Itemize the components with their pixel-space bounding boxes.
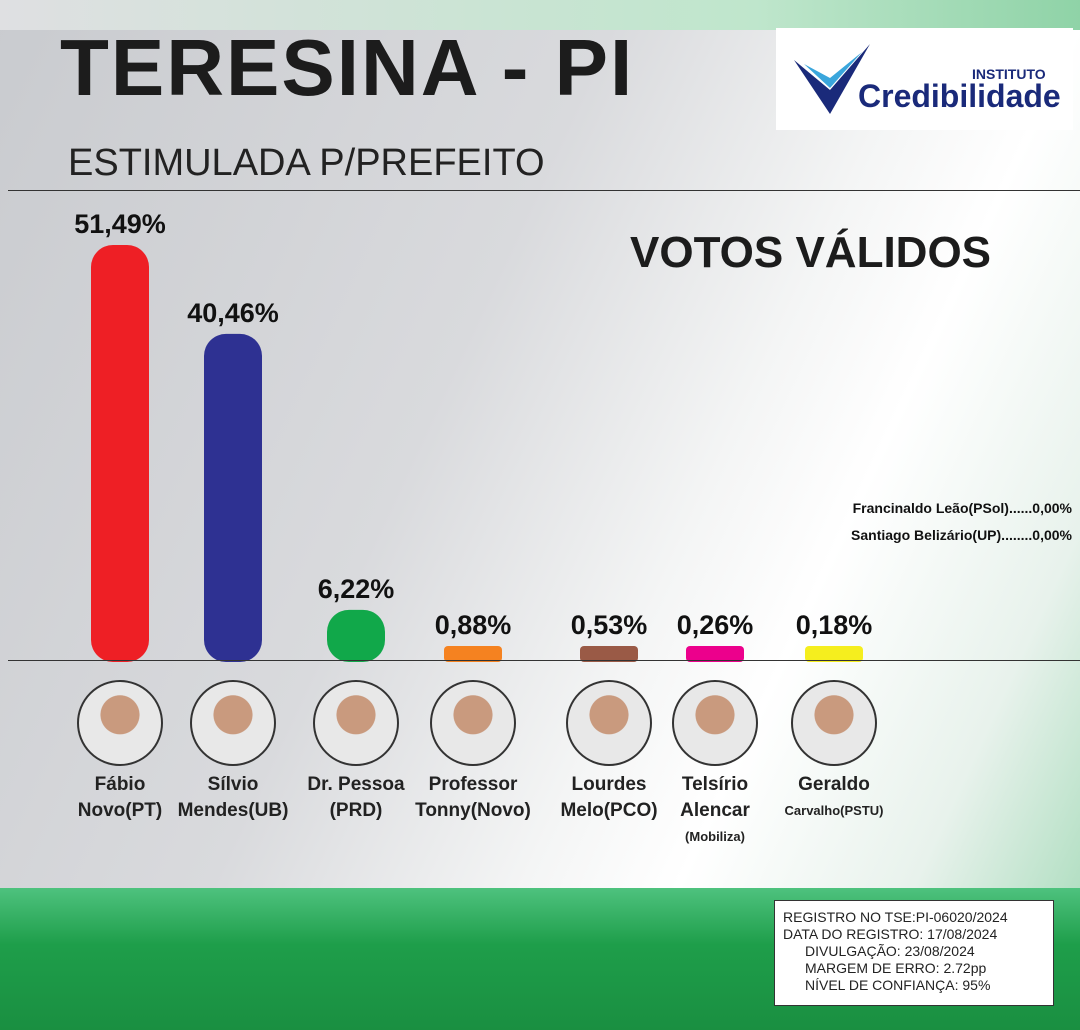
candidate-card: Dr. Pessoa (PRD): [286, 680, 426, 824]
bar-2: [327, 609, 385, 662]
candidate-party: (PRD): [329, 800, 383, 821]
bar-value-label: 0,18%: [796, 610, 873, 640]
bar-value-label: 0,88%: [435, 610, 512, 640]
bar-value-label: 0,26%: [677, 610, 754, 640]
reg-line: DIVULGAÇÃO: 23/08/2024: [805, 943, 975, 959]
candidate-photo: [430, 680, 516, 766]
candidate-name: Sílvio: [207, 774, 259, 795]
logo-instituto: INSTITUTO: [972, 66, 1046, 82]
candidate-photo: [566, 680, 652, 766]
section-label: VOTOS VÁLIDOS: [630, 228, 992, 277]
checkmark-logo-icon: [794, 44, 870, 114]
candidate-card: Sílvio Mendes(UB): [163, 680, 303, 824]
candidate-photo: [190, 680, 276, 766]
candidate-name: Lourdes: [571, 774, 647, 795]
candidate-card: Telsírio Alencar (Mobiliza): [645, 680, 785, 850]
candidate-name: Fábio: [94, 774, 146, 795]
logo-credibilidade: Credibilidade: [858, 78, 1061, 114]
subtitle: ESTIMULADA P/PREFEITO: [68, 142, 545, 184]
bar-3: [444, 646, 502, 662]
candidate-photo: [791, 680, 877, 766]
registration-box: REGISTRO NO TSE:PI-06020/2024 DATA DO RE…: [774, 900, 1054, 1006]
minor-candidate: Santiago Belizário(UP)........0,00%: [851, 527, 1072, 543]
bar-4: [580, 646, 638, 662]
bar-value-label: 40,46%: [187, 298, 279, 328]
bar-6: [805, 646, 863, 662]
chart-baseline: [8, 660, 1080, 661]
candidate-card: Professor Tonny(Novo): [403, 680, 543, 824]
reg-line: DATA DO REGISTRO: 17/08/2024: [783, 926, 998, 942]
bar-value-label: 6,22%: [318, 574, 395, 604]
candidate-party-extra: (Mobiliza): [685, 829, 745, 844]
top-band: [0, 0, 1080, 30]
candidate-name: Dr. Pessoa: [307, 774, 405, 795]
minor-candidate: Francinaldo Leão(PSol)......0,00%: [852, 500, 1072, 516]
candidate-name: Professor: [428, 774, 518, 795]
candidate-name: Telsírio: [681, 774, 749, 795]
candidate-card: Fábio Novo(PT): [50, 680, 190, 824]
candidate-party: Mendes(UB): [177, 800, 289, 821]
page-title: TERESINA - PI: [60, 23, 635, 112]
bar-value-label: 51,49%: [74, 209, 166, 239]
candidate-photo: [313, 680, 399, 766]
candidate-photo: [77, 680, 163, 766]
bar-1: [204, 333, 262, 662]
bar-value-label: 0,53%: [571, 610, 648, 640]
candidate-name: Geraldo: [798, 774, 870, 795]
reg-line: NÍVEL DE CONFIANÇA: 95%: [805, 977, 991, 993]
bar-chart: 51,49% 40,46% 6,22% 0,88% 0,53% 0,26% 0,18%: [74, 209, 873, 662]
candidate-party: Carvalho(PSTU): [784, 803, 884, 818]
bar-5: [686, 646, 744, 662]
divider-top: [8, 190, 1080, 191]
reg-line: REGISTRO NO TSE:PI-06020/2024: [783, 909, 1008, 925]
candidate-party: Novo(PT): [77, 800, 163, 821]
candidate-card: Geraldo Carvalho(PSTU): [764, 680, 904, 824]
institute-logo: INSTITUTO Credibilidade: [776, 28, 1073, 130]
candidate-card: Lourdes Melo(PCO): [539, 680, 679, 824]
candidate-party: Alencar: [680, 800, 750, 821]
candidate-party: Melo(PCO): [560, 800, 658, 821]
candidate-party: Tonny(Novo): [415, 800, 531, 821]
reg-line: MARGEM DE ERRO: 2.72pp: [805, 960, 987, 976]
candidate-photo: [672, 680, 758, 766]
bar-0: [91, 245, 149, 662]
